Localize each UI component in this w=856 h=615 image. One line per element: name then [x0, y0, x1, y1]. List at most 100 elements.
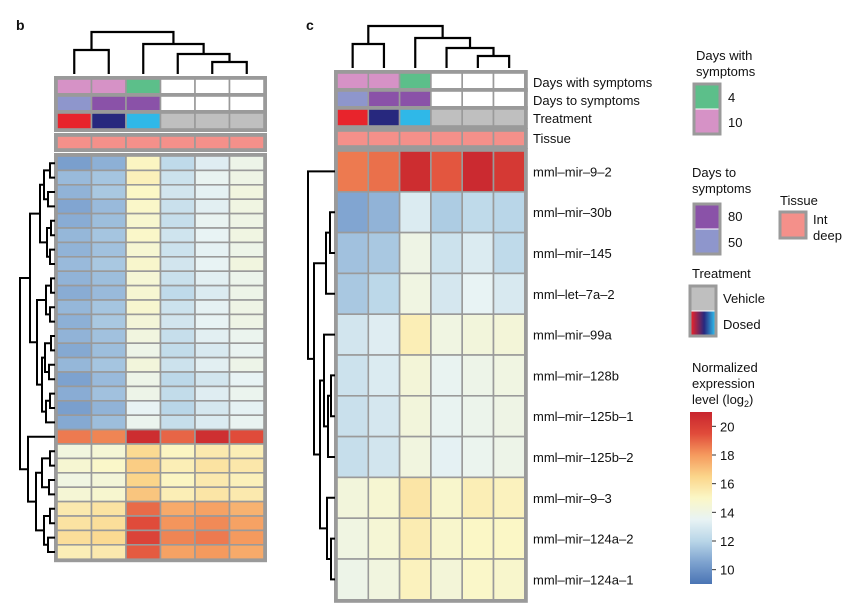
heatmap-cell	[194, 198, 231, 215]
legend-days-to-symptoms: Days to symptoms 80 50	[692, 165, 752, 256]
panel-c-label: c	[306, 17, 314, 33]
heatmap-cell	[90, 284, 127, 301]
heatmap-cell	[90, 428, 127, 445]
panel-c-row-labels: mml–mir–9–2 mml–mir–30b mml–mir–145 mml–let…	[533, 164, 633, 587]
legend-days-with-symptoms: Days with symptoms 4 10	[692, 48, 756, 136]
dendrogram-branch	[323, 333, 335, 428]
heatmap-cell	[228, 385, 265, 402]
heatmap-cell	[90, 212, 127, 229]
heatmap-cell	[125, 443, 162, 460]
legend-treatment-item-dosed: Dosed	[723, 317, 761, 332]
heatmap-cell	[125, 327, 162, 344]
heatmap-cell	[228, 342, 265, 359]
legend-expression-title-close: )	[749, 392, 753, 407]
legend-tissue: Tissue Int deep	[778, 193, 842, 243]
annotation-cell-tissue	[430, 130, 463, 147]
heatmap-cell	[90, 299, 127, 316]
heatmap-cell	[90, 385, 127, 402]
heatmap-cell	[336, 272, 370, 315]
heatmap-cell	[159, 443, 196, 460]
annotation-cell-treatment	[194, 112, 231, 130]
heatmap-cell	[228, 198, 265, 215]
annotation-cell-days-to	[336, 90, 370, 108]
dendrogram-branch	[211, 60, 248, 74]
dendrogram-branch	[90, 30, 175, 50]
heatmap-cell	[492, 313, 526, 356]
heatmap-cell	[398, 354, 432, 397]
heatmap-cell	[90, 457, 127, 474]
heatmap-cell	[492, 150, 526, 193]
heatmap-cell	[194, 313, 231, 330]
legend-days-to-title-1: Days to	[692, 165, 736, 180]
legend-expression-tick-label: 10	[720, 563, 734, 578]
heatmap-cell	[461, 354, 495, 397]
heatmap-cell	[461, 517, 495, 560]
annotation-cell-tissue	[159, 135, 196, 150]
heatmap-cell	[398, 435, 432, 479]
heatmap-cell	[56, 486, 93, 503]
heatmap-cell	[228, 327, 265, 344]
heatmap-cell	[159, 212, 196, 229]
heatmap-cell	[492, 394, 526, 438]
annotation-cell-treatment	[90, 112, 127, 130]
legend-swatch-dosed	[691, 311, 715, 335]
annotation-cell-treatment	[159, 112, 196, 130]
row-label: mml–mir–128b	[533, 368, 619, 383]
legend-expression-tick-label: 12	[720, 534, 734, 549]
heatmap-cell	[228, 255, 265, 272]
heatmap-cell	[159, 327, 196, 344]
legend-expression-title-subscript: 2	[744, 399, 749, 409]
annotation-cell-tissue	[461, 130, 495, 147]
heatmap-cell	[90, 184, 127, 201]
heatmap-cell	[228, 227, 265, 244]
heatmap-cell	[159, 515, 196, 532]
annotation-cell-days-to	[461, 90, 495, 108]
legend-swatch-days-with-4	[695, 85, 719, 109]
heatmap-cell	[367, 272, 401, 315]
heatmap-cell	[56, 371, 93, 388]
heatmap-cell	[492, 191, 526, 234]
annotation-cell-treatment	[492, 108, 526, 127]
heatmap-cell	[461, 313, 495, 356]
annot-label-tissue: Tissue	[533, 131, 571, 146]
heatmap-cell	[194, 299, 231, 316]
panel-b-row-dendrogram	[19, 162, 55, 553]
dendrogram-branch	[142, 42, 205, 74]
heatmap-cell	[56, 299, 93, 316]
heatmap-cell	[125, 500, 162, 517]
heatmap-cell	[398, 191, 432, 234]
heatmap-cell	[228, 428, 265, 445]
annotation-cell-tissue	[228, 135, 265, 150]
legend-swatch-days-to-80	[695, 205, 719, 229]
legend-treatment-item-vehicle: Vehicle	[723, 291, 765, 306]
heatmap-cell	[194, 155, 231, 172]
heatmap-cell	[228, 184, 265, 201]
dendrogram-branch	[414, 36, 472, 68]
legend-swatch-tissue	[781, 213, 805, 237]
heatmap-cell	[194, 371, 231, 388]
row-label: mml–mir–30b	[533, 205, 612, 220]
heatmap-cell	[90, 169, 127, 186]
annotation-cell-days-to	[398, 90, 432, 108]
row-label: mml–mir–124a–2	[533, 532, 633, 547]
annotation-cell-days-to	[159, 95, 196, 112]
annot-label-days-with-symptoms: Days with symptoms	[533, 75, 653, 90]
dendrogram-branch	[73, 48, 110, 74]
heatmap-cell	[56, 443, 93, 460]
heatmap-cell	[430, 150, 463, 193]
annotation-cell-days-to	[492, 90, 526, 108]
heatmap-cell	[125, 241, 162, 258]
legend-expression-colorbar	[690, 412, 712, 584]
heatmap-cell	[461, 272, 495, 315]
heatmap-cell	[367, 191, 401, 234]
heatmap-cell	[492, 354, 526, 397]
heatmap-cell	[194, 184, 231, 201]
heatmap-cell	[228, 313, 265, 330]
annotation-cell-days-with	[56, 78, 93, 95]
heatmap-cell	[125, 212, 162, 229]
heatmap-cell	[90, 515, 127, 532]
legend-treatment-title: Treatment	[692, 266, 751, 281]
dendrogram-branch	[47, 191, 55, 208]
legend-tissue-item-1: Int	[813, 212, 828, 227]
